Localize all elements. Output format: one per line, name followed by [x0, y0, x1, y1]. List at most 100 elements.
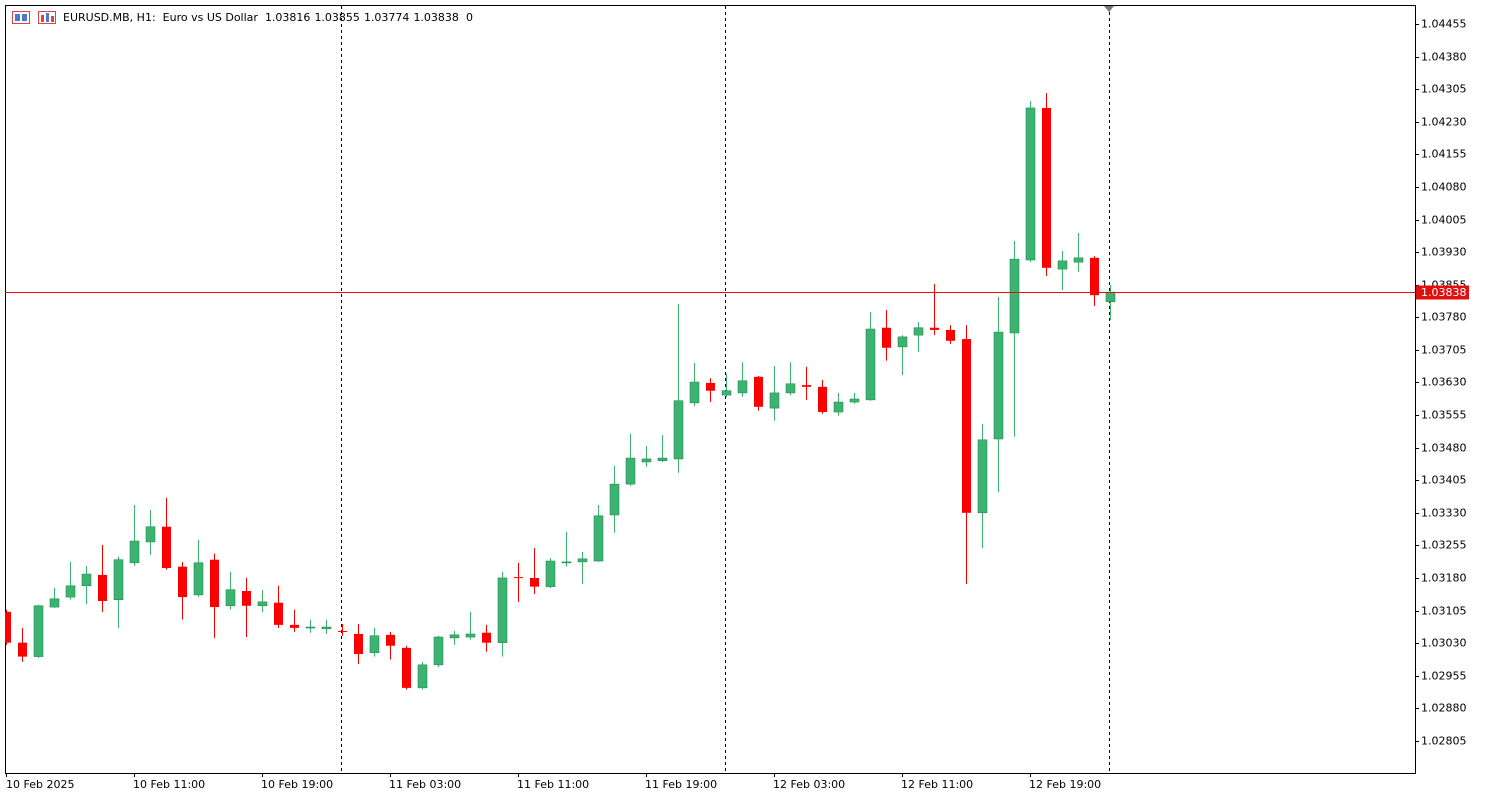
low-value: 1.03774 — [364, 11, 410, 24]
x-tick-label: 10 Feb 11:00 — [133, 778, 205, 791]
candle-body — [210, 559, 219, 608]
candle-body — [721, 390, 732, 396]
candle-body — [802, 385, 811, 387]
candle-body — [129, 540, 140, 564]
candle-body — [545, 560, 556, 587]
candle-body — [417, 664, 428, 689]
candle-body — [145, 526, 156, 543]
candle-body — [402, 647, 411, 688]
candle-body — [818, 386, 827, 413]
header: EURUSD.MB, H1: Euro vs US Dollar 1.03816 1.… — [63, 11, 473, 24]
candle-body — [65, 585, 76, 598]
price-label-box — [1416, 285, 1469, 300]
candle-body — [257, 601, 268, 607]
y-tick-label: 1.02880 — [1421, 702, 1467, 715]
candle-body — [449, 634, 460, 639]
info-value: 0 — [466, 11, 473, 24]
candle-body — [641, 458, 652, 463]
candle-body — [882, 327, 891, 348]
candle-body — [785, 383, 796, 394]
candle-body — [833, 401, 844, 413]
candle-body — [1073, 257, 1084, 263]
candle-body — [946, 329, 955, 341]
x-tick-label: 12 Feb 19:00 — [1029, 778, 1101, 791]
candle-body — [1042, 107, 1051, 268]
high-value: 1.03855 — [314, 11, 360, 24]
y-tick-label: 1.04155 — [1421, 148, 1467, 161]
candles — [5, 93, 1116, 690]
candle-body — [49, 598, 60, 608]
open-value: 1.03816 — [265, 11, 311, 24]
candle-body — [98, 574, 107, 601]
y-tick-label: 1.03705 — [1421, 344, 1467, 357]
x-tick-label: 10 Feb 19:00 — [261, 778, 333, 791]
candle-body — [673, 400, 684, 460]
candle-body — [33, 605, 44, 657]
y-tick-label: 1.02805 — [1421, 735, 1467, 748]
icon — [41, 15, 44, 22]
candle-body — [930, 327, 939, 330]
candle-body — [274, 602, 283, 625]
description: Euro vs US Dollar — [163, 11, 259, 24]
candle-body — [769, 392, 780, 409]
y-tick-label: 1.04005 — [1421, 214, 1467, 227]
y-tick-label: 1.03630 — [1421, 376, 1467, 389]
price-label: 1.03838 — [1421, 286, 1467, 299]
candle-body — [162, 526, 171, 568]
icon — [51, 16, 54, 22]
candle-body — [321, 626, 332, 630]
candle-body — [593, 515, 604, 562]
candle-body — [305, 626, 316, 629]
x-tick-label: 12 Feb 03:00 — [773, 778, 845, 791]
candle-body — [465, 633, 476, 638]
y-tick-label: 1.03180 — [1421, 572, 1467, 585]
shift-marker — [1104, 6, 1114, 12]
candle-body — [514, 577, 523, 579]
candle-body — [689, 381, 700, 404]
candle-body — [625, 457, 636, 485]
candle-body — [497, 577, 508, 643]
candle-body — [993, 331, 1004, 440]
candle-body — [977, 439, 988, 514]
candle-body — [706, 382, 715, 391]
candle-body — [577, 558, 588, 563]
symbol: EURUSD.MB, H1: — [63, 11, 156, 24]
candle-body — [897, 336, 908, 348]
y-tick-label: 1.03330 — [1421, 507, 1467, 520]
y-tick-label: 1.03255 — [1421, 539, 1467, 552]
candle-body — [865, 328, 876, 401]
close-value: 1.03838 — [413, 11, 459, 24]
icon — [22, 14, 27, 21]
candle-body — [1009, 258, 1020, 334]
x-tick-label: 10 Feb 2025 — [6, 778, 74, 791]
x-tick-label: 11 Feb 19:00 — [645, 778, 717, 791]
y-tick-label: 1.03105 — [1421, 605, 1467, 618]
candle-body — [609, 483, 620, 516]
candle-body — [225, 589, 236, 607]
candle-body — [178, 566, 187, 598]
y-tick-label: 1.03030 — [1421, 637, 1467, 650]
y-tick-label: 1.02955 — [1421, 670, 1467, 683]
candle-body — [657, 457, 668, 461]
icon — [15, 14, 20, 21]
candle-body — [1105, 291, 1116, 302]
candle-body — [754, 376, 763, 407]
y-tick-label: 1.03780 — [1421, 311, 1467, 324]
x-tick-label: 12 Feb 11:00 — [901, 778, 973, 791]
candle-body — [290, 624, 299, 628]
candle-body — [113, 559, 124, 600]
x-tick-label: 11 Feb 03:00 — [389, 778, 461, 791]
candle-body — [242, 590, 251, 606]
icon — [46, 13, 49, 22]
candle-body — [530, 577, 539, 587]
candle-body — [913, 327, 924, 336]
candle-body — [849, 398, 860, 403]
header-icons — [12, 11, 56, 24]
y-tick-label: 1.04230 — [1421, 116, 1467, 129]
candle-body — [1057, 260, 1068, 270]
y-tick-label: 1.04455 — [1421, 18, 1467, 31]
candle-body — [338, 630, 347, 632]
